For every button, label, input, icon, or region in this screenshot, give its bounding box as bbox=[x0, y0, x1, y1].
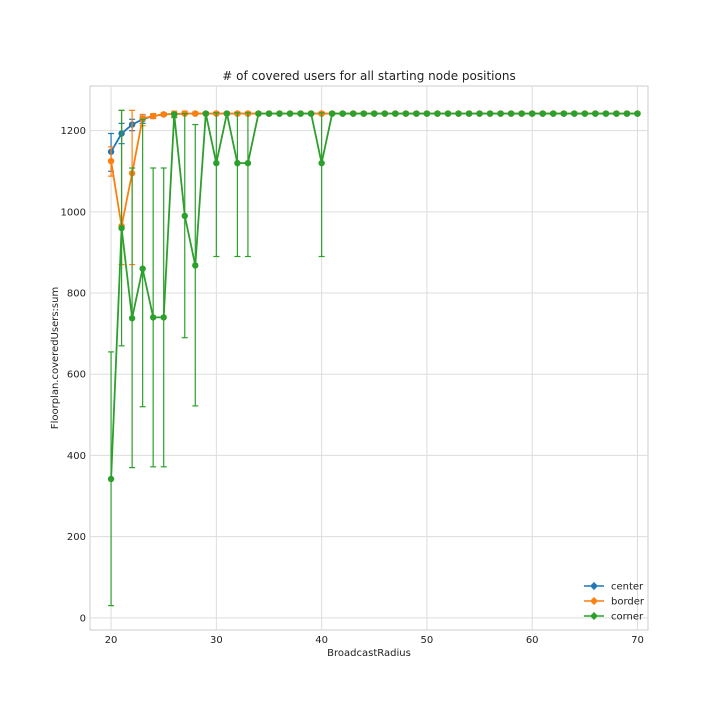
legend-label: border bbox=[611, 597, 645, 608]
data-point bbox=[486, 110, 494, 117]
y-tick-label: 600 bbox=[67, 370, 86, 381]
legend-item-corner: corner bbox=[584, 612, 644, 623]
data-point bbox=[634, 110, 641, 117]
data-point bbox=[360, 110, 367, 117]
chart-title: # of covered users for all starting node… bbox=[222, 69, 515, 83]
data-point bbox=[413, 110, 420, 117]
data-point bbox=[213, 159, 220, 167]
data-point bbox=[276, 110, 283, 117]
data-point bbox=[350, 110, 357, 117]
data-point bbox=[118, 224, 125, 232]
data-point bbox=[392, 110, 399, 117]
data-point bbox=[602, 110, 610, 117]
data-point bbox=[160, 111, 167, 118]
data-point bbox=[160, 314, 167, 321]
data-point bbox=[107, 475, 115, 483]
data-point bbox=[286, 110, 294, 117]
legend-label: center bbox=[611, 582, 644, 593]
legend-marker bbox=[591, 583, 597, 589]
x-tick-label: 30 bbox=[210, 635, 223, 646]
data-point bbox=[592, 110, 599, 117]
x-tick-label: 20 bbox=[105, 635, 118, 646]
data-point bbox=[371, 110, 378, 117]
data-point bbox=[107, 157, 115, 165]
data-point bbox=[613, 110, 620, 117]
data-point bbox=[339, 110, 346, 117]
y-tick-label: 200 bbox=[67, 532, 86, 543]
data-point bbox=[402, 110, 410, 117]
data-point bbox=[476, 110, 483, 117]
x-tick-label: 60 bbox=[526, 635, 539, 646]
data-point bbox=[528, 110, 536, 117]
data-point bbox=[149, 112, 157, 120]
y-tick-label: 400 bbox=[67, 451, 86, 462]
data-point bbox=[149, 314, 157, 321]
y-tick-label: 0 bbox=[80, 613, 86, 624]
data-point bbox=[381, 110, 388, 117]
data-point bbox=[623, 110, 631, 117]
data-point bbox=[318, 159, 325, 167]
x-tick-label: 70 bbox=[631, 635, 644, 646]
data-point bbox=[181, 212, 188, 220]
data-point bbox=[539, 110, 546, 117]
data-point bbox=[234, 159, 241, 167]
data-point bbox=[550, 110, 557, 117]
data-point bbox=[581, 110, 589, 117]
y-axis-ticks: 0 200 400 600 800 1000 1200 bbox=[61, 126, 86, 624]
data-point bbox=[202, 110, 210, 117]
y-tick-label: 800 bbox=[67, 289, 86, 300]
series-corner bbox=[107, 109, 641, 607]
legend-item-border: border bbox=[584, 597, 645, 608]
data-point bbox=[171, 111, 178, 118]
data-point bbox=[444, 110, 452, 117]
data-point bbox=[560, 110, 567, 117]
data-point bbox=[497, 110, 504, 117]
legend-item-center: center bbox=[584, 582, 644, 593]
y-axis-label: Floorplan.coveredUsers:sum bbox=[50, 287, 61, 429]
y-tick-label: 1200 bbox=[61, 126, 86, 137]
data-point bbox=[465, 110, 473, 117]
data-point bbox=[255, 110, 262, 117]
plot-frame bbox=[89, 85, 649, 631]
x-tick-label: 40 bbox=[315, 635, 328, 646]
data-point bbox=[507, 110, 515, 117]
plot-area bbox=[89, 85, 649, 631]
data-point bbox=[571, 110, 578, 117]
data-point bbox=[455, 110, 462, 117]
series-layer bbox=[107, 109, 641, 607]
data-point bbox=[128, 315, 136, 322]
data-point bbox=[139, 265, 146, 272]
data-point bbox=[297, 110, 304, 117]
legend-marker bbox=[591, 598, 597, 604]
data-point bbox=[328, 110, 336, 117]
data-point bbox=[192, 110, 199, 117]
legend-label: corner bbox=[611, 612, 644, 623]
data-point bbox=[139, 115, 146, 122]
data-point bbox=[434, 110, 441, 117]
y-tick-label: 1000 bbox=[61, 207, 86, 218]
legend-marker bbox=[591, 613, 597, 619]
x-tick-label: 50 bbox=[421, 635, 434, 646]
legend: center border corner bbox=[584, 582, 645, 623]
data-point bbox=[518, 110, 525, 117]
data-point bbox=[265, 110, 273, 117]
data-point bbox=[244, 159, 252, 167]
data-point bbox=[307, 110, 315, 117]
x-axis-ticks: 20 30 40 50 60 70 bbox=[105, 635, 644, 646]
data-point bbox=[223, 110, 231, 117]
x-axis-label: BroadcastRadius bbox=[327, 648, 411, 659]
data-point bbox=[192, 262, 199, 269]
data-point bbox=[423, 110, 431, 117]
